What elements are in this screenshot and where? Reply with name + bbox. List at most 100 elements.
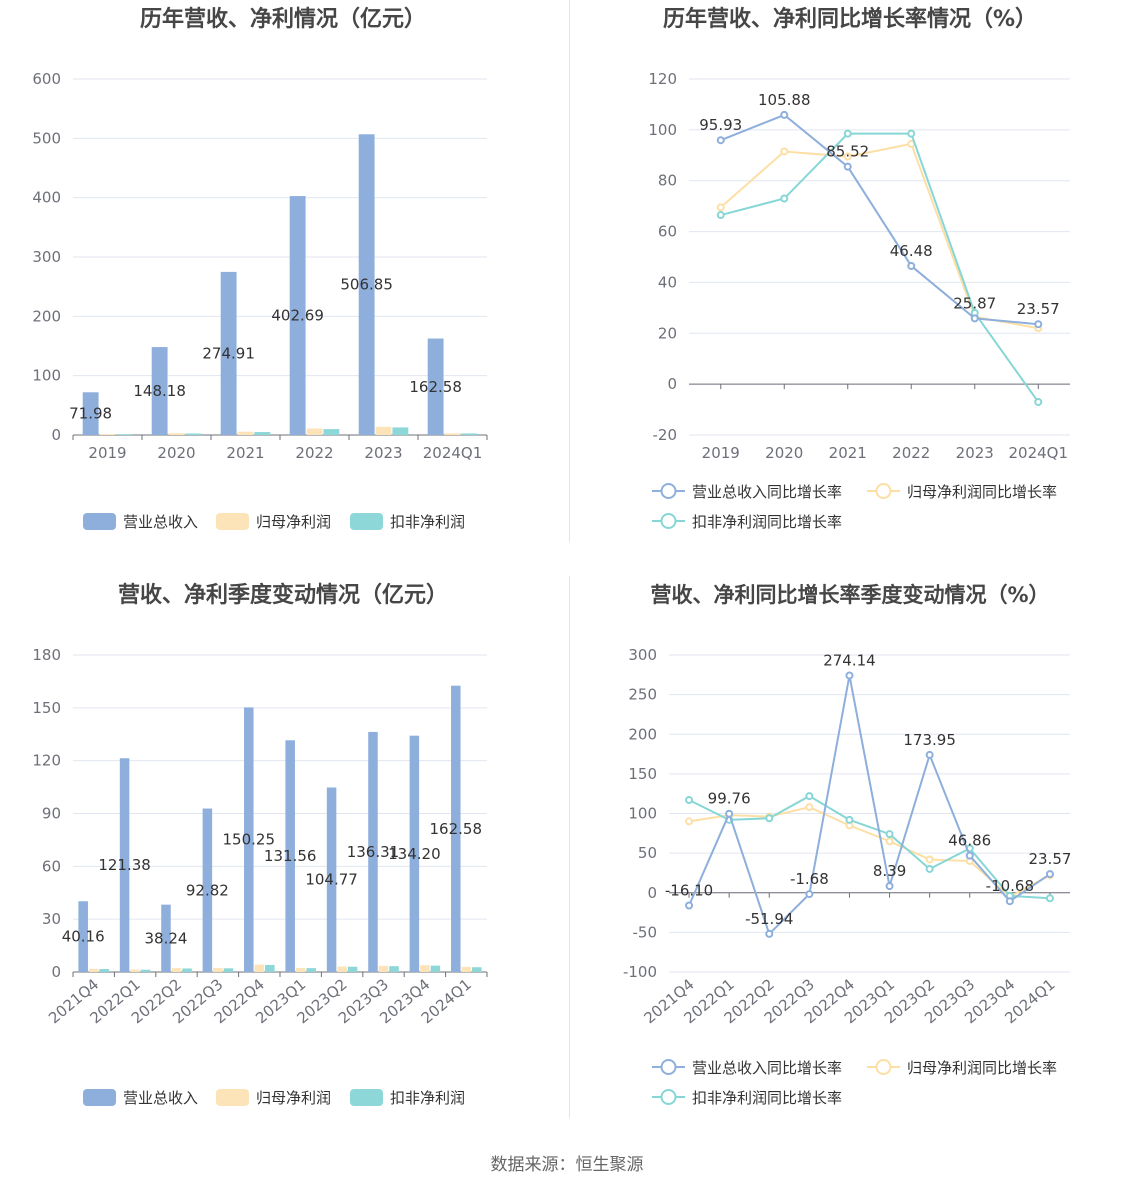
deducted-profit-growth-point xyxy=(843,129,852,138)
y-tick-label: 150 xyxy=(32,699,61,717)
data-source-note: 数据来源：恒生聚源 xyxy=(490,1155,644,1175)
deducted-profit-growth-point xyxy=(885,830,894,839)
revenue-growth-point xyxy=(1045,870,1054,879)
y-tick-label: 600 xyxy=(32,70,61,88)
annual-bar-panel: 历年营收、净利情况（亿元） 0 100 200 300 400 500 600 2019 2020… xyxy=(0,0,567,576)
revenue-bar xyxy=(161,904,171,972)
x-tick-label: 2020 xyxy=(765,444,803,462)
net-profit-bar xyxy=(99,434,116,435)
net-profit-growth-point xyxy=(885,837,894,846)
deducted-profit-growth-point xyxy=(907,129,916,138)
chart-title: 营收、净利同比增长率季度变动情况（%） xyxy=(650,583,1049,607)
revenue-growth-data-label: 95.93 xyxy=(699,116,742,134)
net-profit-bar xyxy=(130,969,140,972)
deducted-profit-growth-point xyxy=(765,814,774,823)
legend-item: 归母净利润 xyxy=(216,513,331,531)
revenue-bar xyxy=(78,901,88,972)
revenue-bar xyxy=(220,271,237,435)
y-tick-label: 500 xyxy=(32,129,61,147)
net-profit-bar xyxy=(171,968,182,972)
y-tick-label: 30 xyxy=(42,910,61,928)
x-tick-label: 2023 xyxy=(364,444,402,462)
legend-item: 营业总收入 xyxy=(83,513,198,531)
revenue-growth-point xyxy=(925,750,934,759)
legend-item: 扣非净利润同比增长率 xyxy=(652,1089,842,1107)
revenue-growth-point xyxy=(843,162,852,171)
legend-label: 归母净利润同比增长率 xyxy=(907,483,1057,501)
revenue-growth-point xyxy=(885,882,894,891)
revenue-bar xyxy=(368,731,378,972)
x-tick-label: 2021 xyxy=(226,444,264,462)
deducted-profit-growth-point xyxy=(685,796,694,805)
revenue-bar xyxy=(119,758,130,972)
revenue-bar xyxy=(151,347,168,435)
x-tick-label: 2024Q1 xyxy=(1008,444,1068,462)
y-tick-label: 0 xyxy=(647,884,657,902)
deducted-profit-growth-point xyxy=(805,792,814,801)
legend-swatch xyxy=(216,1089,249,1106)
deducted-profit-growth-point xyxy=(716,211,725,220)
net-profit-growth-point xyxy=(780,147,789,156)
y-tick-label: 200 xyxy=(32,307,61,325)
legend-label: 归母净利润 xyxy=(256,513,331,531)
legend-swatch xyxy=(83,1089,116,1106)
y-tick-label: 80 xyxy=(658,172,677,190)
legend-label: 营业总收入同比增长率 xyxy=(692,1059,842,1077)
net-profit-growth-point xyxy=(685,817,694,826)
legend-label: 扣非净利润同比增长率 xyxy=(692,1089,842,1107)
y-tick-label: -20 xyxy=(653,426,678,444)
revenue-bar xyxy=(244,707,254,972)
revenue-growth-point xyxy=(845,671,854,680)
x-tick-label: 2019 xyxy=(702,444,740,462)
revenue-growth-data-label: 23.57 xyxy=(1017,300,1060,318)
x-tick-label: 2022 xyxy=(892,444,930,462)
deducted-profit-bar xyxy=(347,966,358,972)
deducted-profit-bar xyxy=(306,968,316,972)
x-tick-label: 2024Q1 xyxy=(423,444,483,462)
revenue-growth-point xyxy=(780,110,789,119)
legend-item: 营业总收入 xyxy=(83,1089,198,1107)
legend-label: 扣非净利润同比增长率 xyxy=(692,513,842,531)
revenue-growth-point xyxy=(970,314,979,323)
legend-label: 扣非净利润 xyxy=(390,1089,465,1107)
legend-item: 营业总收入同比增长率 xyxy=(652,483,842,501)
net-profit-growth-point xyxy=(925,855,934,864)
legend-swatch-marker xyxy=(660,1059,677,1075)
net-profit-bar xyxy=(378,965,389,972)
x-tick-label: 2019 xyxy=(88,444,126,462)
revenue-data-label: 506.85 xyxy=(340,276,393,294)
net-profit-bar xyxy=(254,964,265,972)
deducted-profit-bar xyxy=(265,964,275,972)
deducted-profit-growth-line xyxy=(688,794,1051,900)
legend-swatch-marker xyxy=(875,483,892,499)
revenue-bar xyxy=(289,196,306,435)
chart-title: 历年营收、净利情况（亿元） xyxy=(140,6,426,32)
deducted-profit-bar xyxy=(254,432,271,435)
legend-item: 扣非净利润 xyxy=(350,513,465,531)
revenue-bar xyxy=(326,787,337,972)
deducted-profit-bar xyxy=(392,427,409,435)
x-tick-label: 2023 xyxy=(956,444,994,462)
legend-swatch-marker xyxy=(660,483,677,499)
revenue-bar xyxy=(202,808,213,972)
y-tick-label: 200 xyxy=(628,725,657,743)
y-tick-label: 400 xyxy=(32,189,61,207)
y-tick-label: 120 xyxy=(32,752,61,770)
revenue-data-label: 131.56 xyxy=(264,847,317,865)
quarterly-line-chart: 营收、净利同比增长率季度变动情况（%） -100 -50 0 50 100 150 200 25… xyxy=(623,583,1071,1107)
revenue-data-label: 162.58 xyxy=(430,820,483,838)
revenue-data-label: 38.24 xyxy=(145,929,188,947)
y-tick-label: 250 xyxy=(628,686,657,704)
legend-swatch xyxy=(216,513,249,530)
revenue-data-label: 150.25 xyxy=(223,831,276,849)
legend-item: 归母净利润同比增长率 xyxy=(867,483,1057,501)
deducted-profit-bar xyxy=(223,968,234,972)
y-tick-label: 20 xyxy=(658,324,677,342)
legend-swatch-marker xyxy=(660,1089,677,1105)
legend-swatch xyxy=(83,513,116,530)
legend-item: 营业总收入同比增长率 xyxy=(652,1059,842,1077)
deducted-profit-bar xyxy=(185,433,202,435)
revenue-growth-point xyxy=(685,901,694,910)
x-tick-label: 2022 xyxy=(295,444,333,462)
net-profit-bar xyxy=(168,433,185,435)
